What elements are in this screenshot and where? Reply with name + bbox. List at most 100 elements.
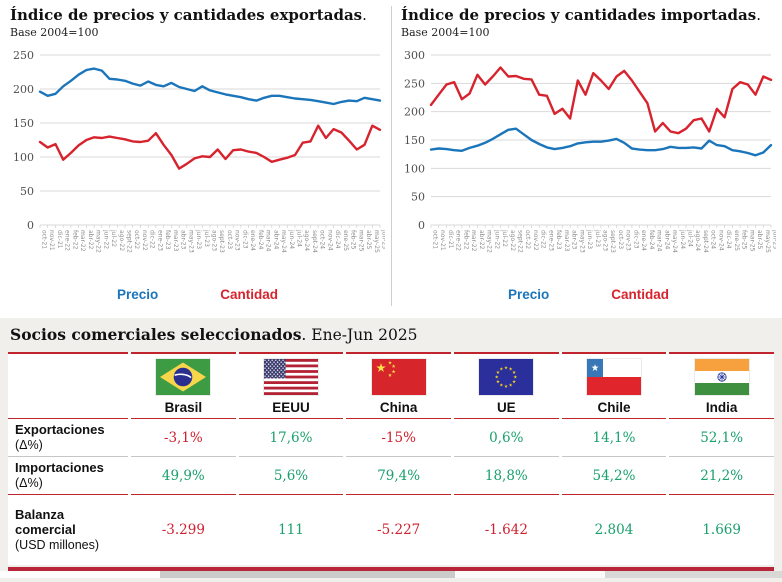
exportaciones-ue: 0,6% (453, 418, 559, 456)
header-eeuu: EEUU (238, 352, 344, 418)
country-name: China (379, 400, 418, 415)
charts-section: Índice de precios y cantidades exportada… (0, 0, 777, 318)
svg-text:may-25: may-25 (764, 230, 771, 253)
trade-partners-section: Socios comerciales seleccionados. Ene-Ju… (0, 318, 782, 582)
svg-text:nov-23: nov-23 (625, 230, 632, 251)
trade-partners-table: Brasil EEUU (8, 352, 774, 565)
exportaciones-chile: 14,1% (561, 418, 667, 456)
svg-text:200: 200 (404, 106, 425, 119)
svg-text:feb-25: feb-25 (350, 230, 357, 250)
svg-text:may-24: may-24 (280, 230, 287, 253)
svg-text:dic-21: dic-21 (56, 230, 63, 249)
exportaciones-brasil: -3,1% (131, 418, 236, 456)
svg-text:jun-24: jun-24 (288, 229, 295, 249)
svg-text:dic-22: dic-22 (149, 230, 156, 249)
svg-text:sept-23: sept-23 (218, 230, 225, 253)
svg-text:ago-24: ago-24 (303, 230, 310, 251)
svg-text:abr-22: abr-22 (478, 230, 485, 250)
row-label-importaciones: Importaciones (Δ%) (8, 456, 128, 494)
svg-text:jul-24: jul-24 (296, 229, 303, 247)
svg-text:150: 150 (404, 134, 425, 147)
svg-text:oct-23: oct-23 (617, 230, 624, 249)
svg-text:may-25: may-25 (373, 230, 380, 253)
country-name: UE (496, 400, 516, 415)
svg-text:ago-23: ago-23 (602, 230, 609, 251)
svg-text:feb-25: feb-25 (741, 230, 748, 250)
svg-text:may-22: may-22 (486, 230, 493, 253)
importaciones-chile: 54,2% (561, 456, 667, 494)
chile-flag-icon (586, 359, 641, 395)
svg-text:may-23: may-23 (578, 230, 585, 253)
svg-text:mar-23: mar-23 (563, 230, 570, 252)
exportaciones-china: -15% (346, 418, 451, 456)
balanza-chile: 2.804 (561, 494, 667, 565)
svg-text:feb-23: feb-23 (164, 230, 171, 250)
svg-text:sept-22: sept-22 (126, 230, 133, 253)
header-brasil: Brasil (131, 352, 236, 418)
svg-text:nov-24: nov-24 (326, 230, 333, 251)
svg-text:abr-25: abr-25 (756, 230, 763, 250)
svg-text:ene-22: ene-22 (455, 230, 462, 251)
svg-text:nov-21: nov-21 (439, 230, 446, 251)
svg-text:sept-23: sept-23 (609, 230, 616, 253)
balanza-india: 1.669 (669, 494, 774, 565)
svg-text:may-24: may-24 (671, 230, 678, 253)
country-name: EEUU (272, 400, 310, 415)
svg-text:mar-22: mar-22 (470, 230, 477, 252)
svg-text:abr-25: abr-25 (365, 230, 372, 250)
svg-text:nov-22: nov-22 (532, 230, 539, 251)
svg-text:mar-23: mar-23 (172, 230, 179, 252)
svg-text:nov-23: nov-23 (234, 230, 241, 251)
china-flag-icon (371, 359, 426, 395)
svg-text:sept-24: sept-24 (311, 230, 318, 253)
svg-text:feb-22: feb-22 (71, 230, 78, 250)
header-chile: Chile (561, 352, 667, 418)
svg-text:0: 0 (418, 219, 425, 232)
svg-text:jun-25: jun-25 (772, 229, 777, 249)
svg-text:nov-22: nov-22 (141, 230, 148, 251)
import-chart-legend: Precio Cantidad (401, 287, 776, 302)
svg-text:abr-24: abr-24 (272, 230, 279, 250)
cutoff-row-strip (0, 571, 782, 578)
svg-text:ago-22: ago-22 (509, 230, 516, 251)
svg-text:250: 250 (13, 49, 34, 62)
svg-text:jun-22: jun-22 (493, 229, 500, 249)
svg-text:ene-25: ene-25 (342, 230, 349, 251)
svg-text:ene-22: ene-22 (64, 230, 71, 251)
svg-text:sept-22: sept-22 (517, 230, 524, 253)
svg-text:oct-22: oct-22 (524, 230, 531, 249)
svg-text:abr-24: abr-24 (663, 230, 670, 250)
svg-text:feb-22: feb-22 (462, 230, 469, 250)
svg-text:mar-25: mar-25 (357, 230, 364, 252)
importaciones-china: 79,4% (346, 456, 451, 494)
svg-text:feb-23: feb-23 (555, 230, 562, 250)
svg-text:abr-22: abr-22 (87, 230, 94, 250)
exportaciones-india: 52,1% (669, 418, 774, 456)
export-chart-title: Índice de precios y cantidades exportada… (10, 6, 367, 24)
svg-text:nov-24: nov-24 (717, 230, 724, 251)
import-chart-title: Índice de precios y cantidades importada… (401, 6, 761, 24)
svg-text:50: 50 (20, 185, 34, 198)
svg-text:150: 150 (13, 117, 34, 130)
legend-precio-label: Precio (116, 287, 159, 302)
export-chart-panel: Índice de precios y cantidades exportada… (0, 0, 391, 318)
svg-text:mar-22: mar-22 (79, 230, 86, 252)
svg-text:dic-24: dic-24 (334, 230, 341, 249)
balanza-ue: -1.642 (453, 494, 559, 565)
row-label-balanza: Balanza comercial (USD millones) (8, 494, 128, 565)
legend-precio-label: Precio (507, 287, 550, 302)
svg-text:dic-24: dic-24 (725, 230, 732, 249)
svg-text:abr-23: abr-23 (571, 230, 578, 250)
svg-text:oct-24: oct-24 (319, 230, 326, 249)
header-ue: UE (453, 352, 559, 418)
svg-text:abr-23: abr-23 (180, 230, 187, 250)
svg-text:300: 300 (404, 49, 425, 62)
importaciones-brasil: 49,9% (131, 456, 236, 494)
panel-divider (391, 6, 392, 306)
header-empty-cell (8, 352, 128, 418)
svg-text:250: 250 (404, 77, 425, 90)
importaciones-ue: 18,8% (453, 456, 559, 494)
svg-text:jun-23: jun-23 (195, 229, 202, 249)
